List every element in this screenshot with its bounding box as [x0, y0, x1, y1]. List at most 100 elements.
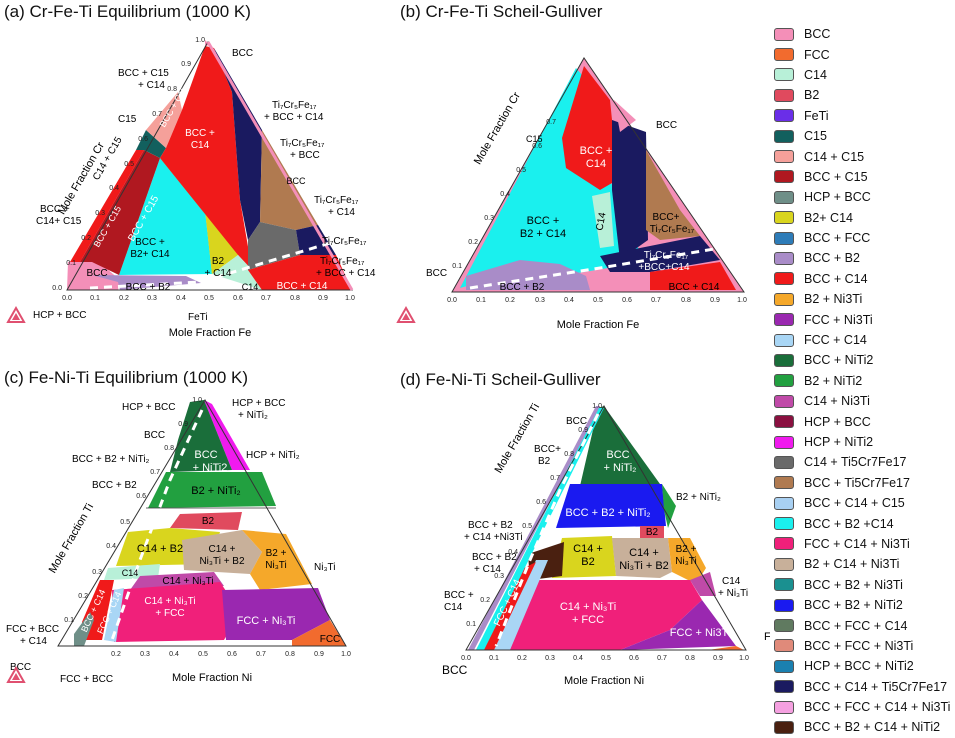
legend-item: BCC + B2 +C14 [774, 513, 955, 533]
legend-item: HCP + BCC + NiTi2 [774, 656, 955, 676]
svg-text:0.7: 0.7 [657, 655, 667, 662]
ann-bcc-top: BCC [232, 48, 253, 59]
svg-text:0.5: 0.5 [522, 523, 532, 530]
legend-swatch [774, 333, 794, 347]
label-bcc-b2: BCC + B2 [126, 282, 171, 293]
b-label-c14: C14 [595, 211, 609, 231]
region-c14-ti-grey [248, 222, 300, 270]
legend-item: BCC + B2 + C14 + NiTi2 [774, 717, 955, 737]
svg-text:0.2: 0.2 [81, 235, 91, 242]
legend-label: BCC + FCC [804, 231, 871, 246]
b-ann-bcc: BCC [656, 120, 677, 131]
region-bcc-ti-dark [214, 48, 262, 240]
d-ann-bcc-b2-c14: BCC + B2 + C14 [472, 552, 517, 575]
svg-text:0.7: 0.7 [256, 651, 266, 658]
c-ann-bcc-b2: BCC + B2 [92, 480, 137, 491]
b-axis-fe: Mole Fraction Fe [557, 319, 640, 331]
svg-text:0.8: 0.8 [285, 651, 295, 658]
d-region-b2 [640, 526, 664, 538]
c-region-b2-niti2 [148, 472, 276, 508]
legend-label: FCC + C14 + Ni3Ti [804, 536, 910, 551]
c-region-bcc-niti2 [170, 400, 232, 472]
panel-c-ticks: 0.2 0.3 0.4 0.5 0.6 0.7 0.8 0.9 1.0 1.0 0.9 0.8 0.7… [64, 397, 351, 658]
d-label-b2-ni3ti: B2 + Ni₃Ti [675, 544, 696, 567]
legend-swatch [774, 48, 794, 62]
legend-item: HCP + NiTi2 [774, 432, 955, 452]
svg-text:1.0: 1.0 [739, 655, 749, 662]
b-label-ti-bcc-c14: Ti₇Cr₅Fe₁₇ +BCC+C14 [638, 250, 690, 273]
d-label-fcc-ni3ti: FCC + Ni3Ti [670, 627, 730, 639]
legend-label: BCC + Ti5Cr7Fe17 [804, 475, 910, 490]
panel-d-triangle [465, 404, 747, 651]
svg-text:0.5: 0.5 [198, 651, 208, 658]
legend-label: BCC + B2 + NiTi2 [804, 598, 903, 613]
svg-text:0.9: 0.9 [178, 421, 188, 428]
b-region-bcc-c14-low [650, 262, 736, 290]
d-region-fcc-c14-ni3ti [508, 580, 702, 650]
legend-label: C14 + Ti5Cr7Fe17 [804, 455, 907, 470]
legend-label: HCP + BCC [804, 190, 871, 205]
d-ann-bcc-b2: BCC+ B2 [534, 444, 561, 467]
d-region-c14-b2 [552, 536, 616, 578]
svg-text:0.1: 0.1 [66, 260, 76, 267]
d-ann-bcc-c14: BCC + C14 [444, 590, 474, 613]
b-label-bcc-b2-c14: BCC + B2 + C14 [520, 215, 566, 240]
c-label-c14-ni3ti: C14 + Ni₃Ti [162, 576, 213, 587]
svg-text:0.7: 0.7 [261, 295, 271, 302]
svg-text:0.9: 0.9 [318, 295, 328, 302]
svg-text:0.5: 0.5 [124, 161, 134, 168]
legend-label: BCC + NiTi2 [804, 353, 874, 368]
c-label-b2-ni3ti: B2 + Ni₃Ti [265, 548, 286, 571]
svg-text:1.0: 1.0 [195, 37, 205, 44]
b-region-dark [612, 120, 648, 260]
svg-text:0.2: 0.2 [480, 597, 490, 604]
svg-text:0.4: 0.4 [176, 295, 186, 302]
svg-text:0.7: 0.7 [150, 469, 160, 476]
svg-text:0.0: 0.0 [62, 295, 72, 302]
legend-label: B2 [804, 88, 820, 103]
region-bcc-c14-lower [248, 255, 352, 290]
c-region-b2-ni3ti [242, 530, 312, 590]
svg-text:0.6: 0.6 [536, 499, 546, 506]
thermocalc-logo-c [6, 665, 26, 683]
legend-item: FeTi [774, 106, 955, 126]
legend-item: BCC + B2 [774, 248, 955, 268]
legend-item: BCC + C14 [774, 269, 955, 289]
svg-text:0.8: 0.8 [164, 445, 174, 452]
label-c14: C14 [242, 282, 259, 292]
svg-text:0.5: 0.5 [601, 655, 611, 662]
c-ann-bcc: BCC [10, 662, 31, 673]
b-region-brown [646, 150, 700, 240]
legend-item: B2 + C14 + Ni3Ti [774, 554, 955, 574]
svg-text:0.6: 0.6 [227, 651, 237, 658]
panel-c-title: (c) Fe-Ni-Ti Equilibrium (1000 K) [4, 368, 249, 387]
ann-bcc-c14-c15: BCC + C14+ C15 [36, 204, 82, 227]
svg-text:0.6: 0.6 [138, 136, 148, 143]
legend-swatch [774, 598, 794, 612]
legend-swatch [774, 129, 794, 143]
svg-text:0.4: 0.4 [106, 543, 116, 550]
c-ann-fcc-bcc-c14: FCC + BCC + C14 [6, 624, 59, 647]
ann-ti-bcc-c14: Ti₇Cr₅Fe₁₇ + BCC + C14 [264, 100, 324, 123]
svg-text:0.9: 0.9 [181, 61, 191, 68]
d-region-b2-ni3ti [668, 538, 706, 584]
svg-text:0.1: 0.1 [452, 263, 462, 270]
svg-text:0.4: 0.4 [500, 191, 510, 198]
svg-text:0.2: 0.2 [78, 593, 88, 600]
c-axis-ni: Mole Fraction Ni [172, 672, 252, 684]
ann-axis-fe: Mole Fraction Fe [169, 327, 252, 339]
legend-swatch [774, 435, 794, 449]
d-label-bcc-b2-niti2: BCC + B2 + NiTi₂ [565, 507, 650, 519]
ann-feti: FeTi [188, 312, 208, 323]
svg-text:0.8: 0.8 [685, 655, 695, 662]
svg-text:0.9: 0.9 [713, 655, 723, 662]
svg-text:1.0: 1.0 [345, 295, 355, 302]
d-label-c14-ni3ti-b2: C14 + Ni₃Ti + B2 [619, 547, 669, 572]
svg-text:0.4: 0.4 [508, 549, 518, 556]
legend-swatch [774, 251, 794, 265]
c-ann-fcc-bcc: FCC + BCC [60, 674, 113, 685]
legend-item: BCC + FCC + Ni3Ti [774, 636, 955, 656]
svg-text:0.0: 0.0 [52, 285, 62, 292]
legend-item: C15 [774, 126, 955, 146]
legend-swatch [774, 415, 794, 429]
